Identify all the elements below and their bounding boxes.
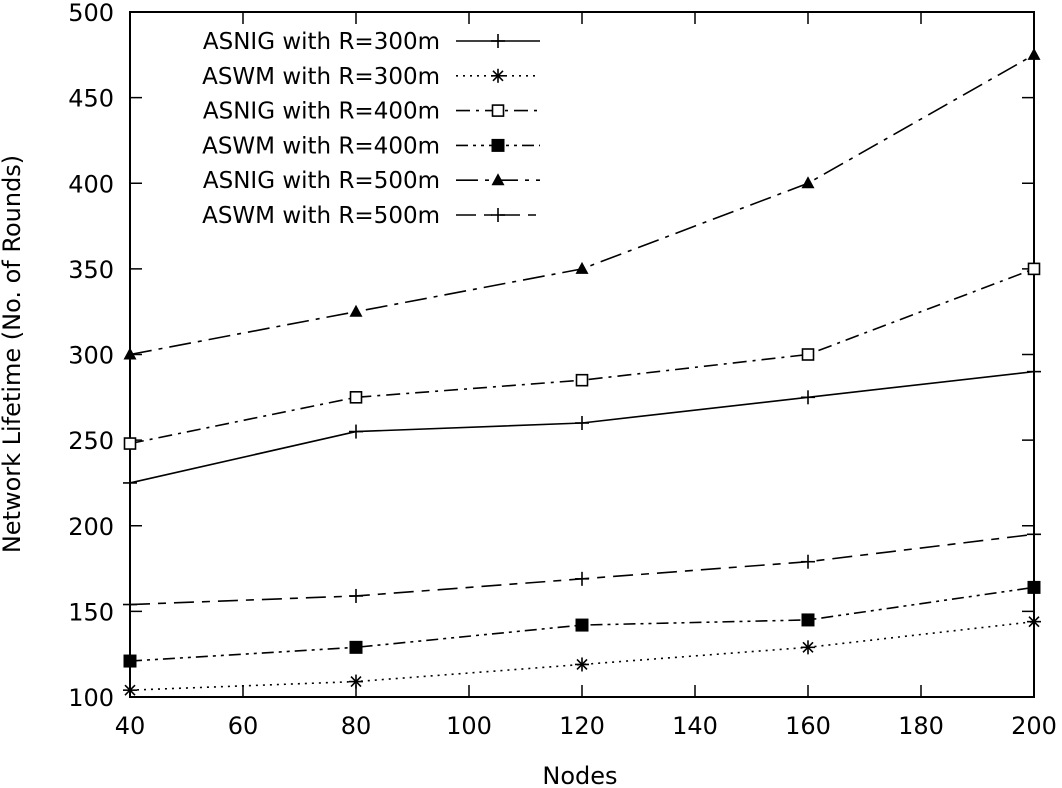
data-point [349, 674, 363, 689]
y-tick-label: 350 [68, 256, 114, 284]
data-point [801, 390, 815, 405]
data-point [123, 683, 137, 698]
data-point [349, 588, 363, 603]
y-axis-title: Network Lifetime (No. of Rounds) [0, 155, 26, 553]
data-point [801, 176, 815, 189]
legend-item: ASWM with R=300m [202, 64, 540, 90]
data-point [123, 347, 137, 360]
data-point [575, 416, 589, 430]
legend-label: ASWM with R=300m [202, 64, 440, 90]
y-tick-label: 300 [68, 342, 114, 370]
y-tick-label: 250 [68, 427, 114, 455]
data-point [801, 613, 815, 627]
data-point [575, 657, 589, 672]
data-point [1027, 614, 1041, 629]
data-point [575, 261, 589, 274]
y-tick-label: 150 [68, 598, 114, 626]
data-point [801, 554, 815, 569]
legend-marker [491, 173, 505, 186]
series-4 [123, 580, 1041, 668]
legend-item: ASNIG with R=300m [203, 29, 540, 55]
series-1 [123, 364, 1041, 490]
series-6 [123, 527, 1041, 612]
data-point [575, 571, 589, 586]
legend-item: ASWM with R=400m [202, 133, 540, 159]
x-tick-label: 200 [1011, 712, 1057, 740]
legend-marker [491, 104, 505, 117]
legend-marker [491, 208, 505, 222]
data-point [801, 348, 815, 361]
y-tick-label: 500 [68, 0, 114, 27]
x-axis-title: Nodes [542, 762, 617, 788]
legend-marker [491, 138, 505, 152]
data-point [349, 304, 363, 317]
data-point [349, 640, 363, 654]
legend-item: ASNIG with R=500m [203, 168, 540, 194]
legend-marker [491, 68, 505, 83]
data-point [575, 373, 589, 387]
data-point [1027, 262, 1041, 276]
series-2 [123, 614, 1041, 698]
x-tick-label: 40 [115, 712, 146, 740]
legend-label: ASWM with R=500m [202, 203, 440, 229]
series-line [129, 620, 1035, 691]
x-tick-label: 140 [672, 712, 718, 740]
legend-item: ASNIG with R=400m [203, 99, 540, 125]
legend-marker [491, 34, 505, 48]
legend-label: ASNIG with R=500m [203, 168, 440, 194]
legend-item: ASWM with R=500m [202, 203, 540, 229]
series-line [129, 586, 1035, 662]
x-tick-label: 60 [228, 712, 259, 740]
data-point [575, 618, 589, 632]
series-3 [123, 262, 1041, 450]
x-tick-label: 120 [559, 712, 605, 740]
data-point [123, 597, 137, 612]
x-tick-label: 100 [446, 712, 492, 740]
data-point [801, 640, 815, 655]
data-point [1027, 527, 1041, 542]
legend-label: ASNIG with R=300m [203, 29, 440, 55]
data-point [349, 424, 363, 439]
x-tick-label: 180 [898, 712, 944, 740]
data-point [349, 391, 363, 404]
data-point [1027, 580, 1041, 594]
data-point [123, 437, 137, 450]
y-tick-label: 100 [68, 684, 114, 712]
data-point [123, 475, 137, 490]
data-point [1027, 47, 1041, 60]
y-tick-label: 200 [68, 513, 114, 541]
x-tick-label: 80 [341, 712, 372, 740]
series-5 [123, 47, 1041, 360]
x-tick-label: 160 [785, 712, 831, 740]
legend-label: ASWM with R=400m [202, 133, 440, 159]
data-point [123, 654, 137, 668]
data-point [1027, 364, 1041, 379]
legend-label: ASNIG with R=400m [203, 99, 440, 125]
y-tick-label: 450 [68, 85, 114, 113]
series-line [129, 533, 1035, 606]
y-tick-label: 400 [68, 170, 114, 198]
